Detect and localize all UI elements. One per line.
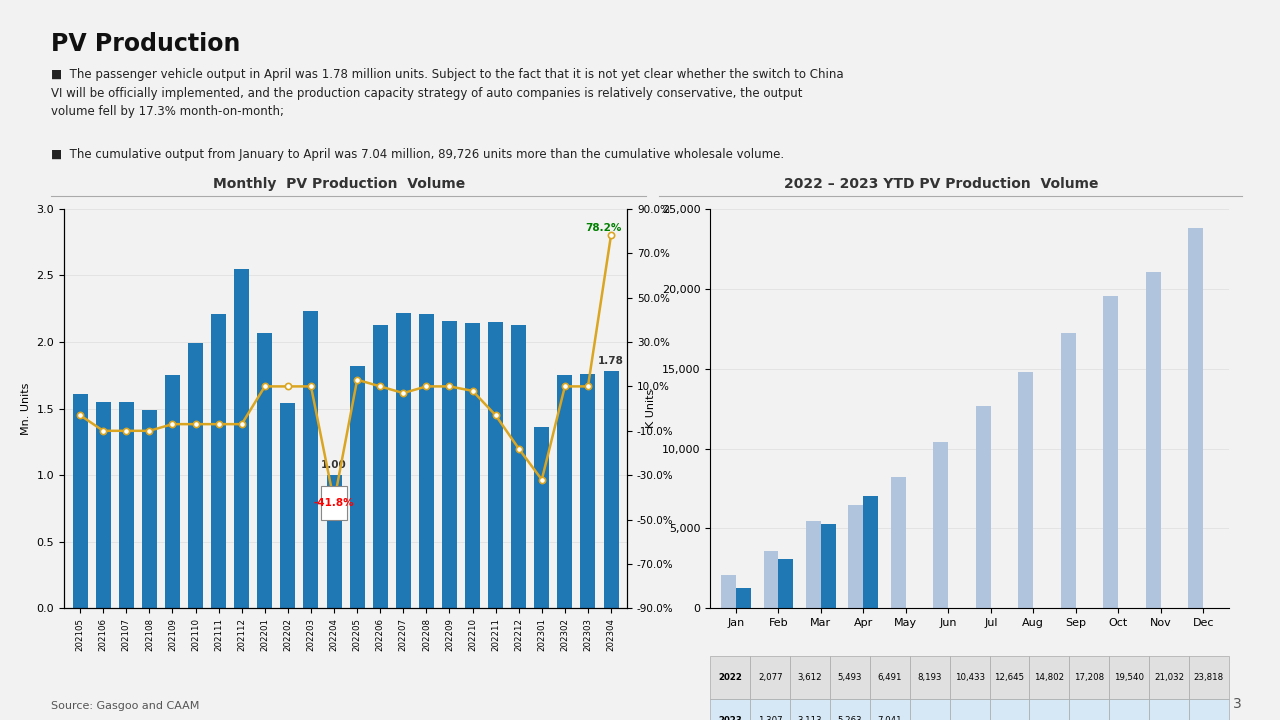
Bar [1103,296,1119,608]
Bar [557,375,572,608]
Text: Source: Gasgoo and CAAM: Source: Gasgoo and CAAM [51,701,200,711]
Bar [975,406,991,608]
Bar [1146,272,1161,608]
Bar [73,394,87,608]
Bar [442,320,457,608]
Bar [465,323,480,608]
Bar [736,588,751,608]
Bar [604,372,618,608]
Bar [372,325,388,608]
Bar [165,375,180,608]
Text: ■  The cumulative output from January to April was 7.04 million, 89,726 units mo: ■ The cumulative output from January to … [51,148,785,161]
Bar [349,366,365,608]
Bar [488,322,503,608]
Bar [891,477,906,608]
Bar [1061,333,1075,608]
Text: 1.00: 1.00 [321,460,347,470]
Bar [1188,228,1203,608]
Bar [763,551,778,608]
Y-axis label: K Units: K Units [646,389,657,428]
Bar [96,402,111,608]
Bar [721,575,736,608]
Bar [511,325,526,608]
Bar [188,343,204,608]
Text: -41.8%: -41.8% [314,498,355,508]
FancyBboxPatch shape [321,486,347,521]
Text: 3: 3 [1233,698,1242,711]
Bar [419,314,434,608]
Bar [820,524,836,608]
Text: ■  The passenger vehicle output in April was 1.78 million units. Subject to the : ■ The passenger vehicle output in April … [51,68,844,118]
Y-axis label: Mn. Units: Mn. Units [20,382,31,435]
Bar [396,312,411,608]
Bar [119,402,134,608]
Bar [806,521,820,608]
Bar [142,410,157,608]
Bar [257,333,273,608]
Bar [234,269,250,608]
Bar [580,374,595,608]
Text: Monthly  PV Production  Volume: Monthly PV Production Volume [212,177,466,191]
Text: 78.2%: 78.2% [586,222,622,233]
Text: 1.78: 1.78 [598,356,623,366]
Bar [778,559,794,608]
Bar [211,314,227,608]
Bar [864,496,878,608]
Text: 2022 – 2023 YTD PV Production  Volume: 2022 – 2023 YTD PV Production Volume [783,177,1098,191]
Bar [534,427,549,608]
Bar [933,441,948,608]
Bar [303,311,319,608]
Bar [326,475,342,608]
Bar [280,403,296,608]
Bar [1019,372,1033,608]
Bar [849,505,864,608]
Text: PV Production: PV Production [51,32,241,56]
